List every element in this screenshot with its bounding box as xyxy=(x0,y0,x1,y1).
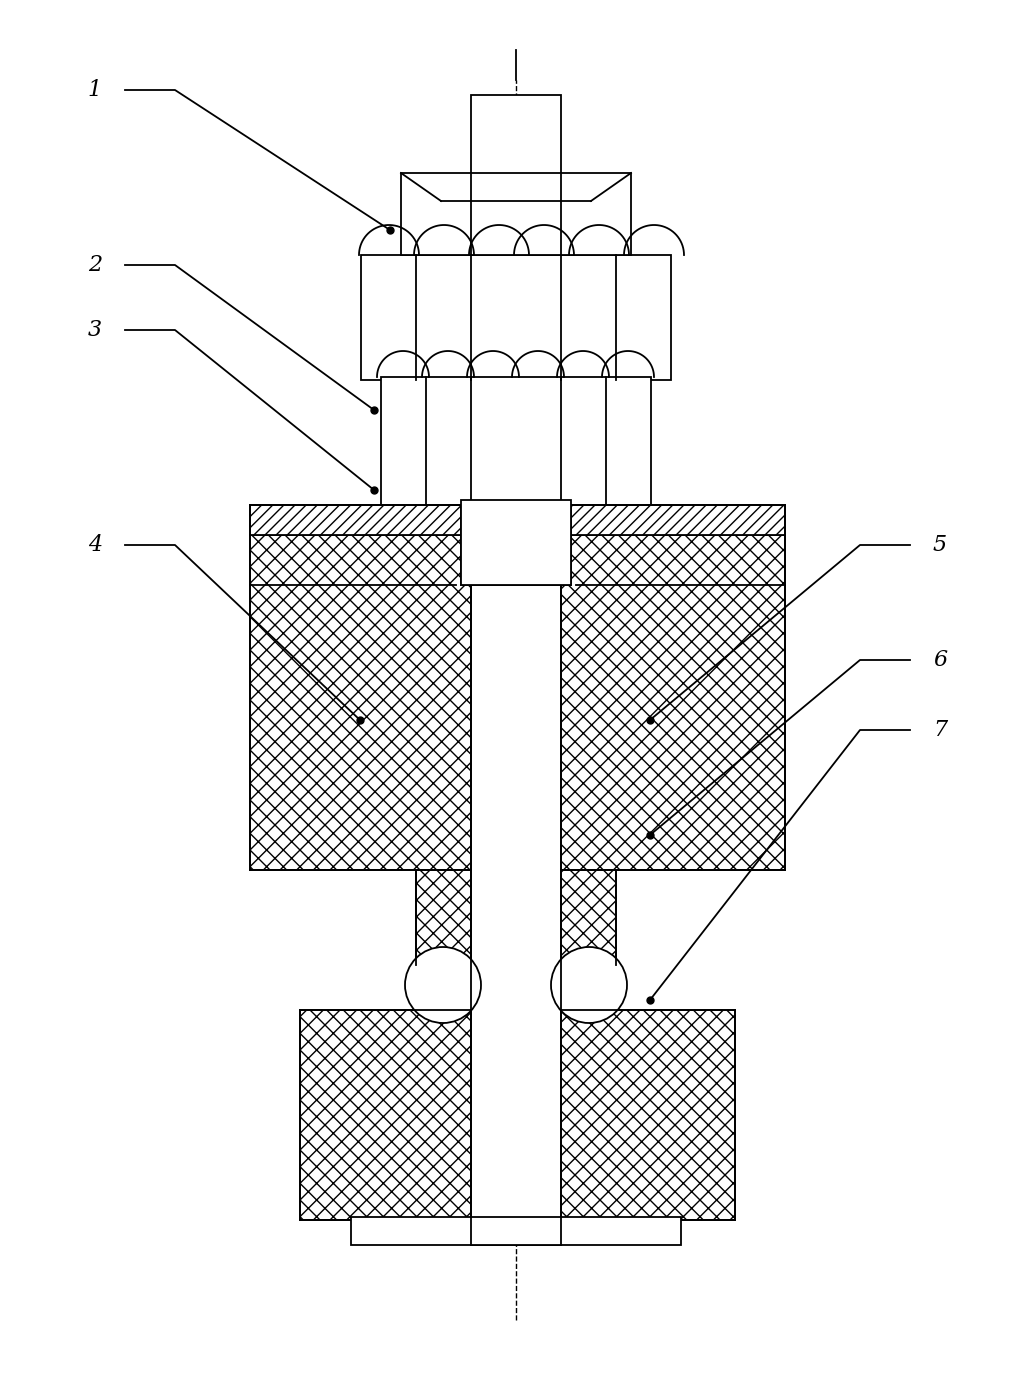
Text: 6: 6 xyxy=(933,650,947,671)
Text: 1: 1 xyxy=(88,78,102,101)
Bar xyxy=(416,869,471,965)
Text: 7: 7 xyxy=(933,720,947,741)
Bar xyxy=(471,505,561,1245)
Bar xyxy=(561,1009,735,1219)
Bar xyxy=(381,377,651,505)
Bar xyxy=(471,95,561,175)
Bar xyxy=(461,500,571,585)
Bar xyxy=(300,1009,471,1219)
Bar xyxy=(561,869,616,965)
Bar xyxy=(351,1217,681,1245)
Bar xyxy=(561,535,785,869)
Circle shape xyxy=(551,946,627,1023)
Text: 4: 4 xyxy=(88,533,102,556)
Bar xyxy=(471,505,561,1219)
Bar xyxy=(250,505,471,535)
Bar xyxy=(401,174,631,255)
Text: 3: 3 xyxy=(88,319,102,342)
Bar xyxy=(441,869,486,965)
Circle shape xyxy=(405,946,481,1023)
Text: 2: 2 xyxy=(88,253,102,276)
Bar xyxy=(361,255,671,379)
Bar xyxy=(461,505,571,585)
Bar xyxy=(250,535,471,869)
Text: 5: 5 xyxy=(933,533,947,556)
Bar xyxy=(561,505,785,535)
